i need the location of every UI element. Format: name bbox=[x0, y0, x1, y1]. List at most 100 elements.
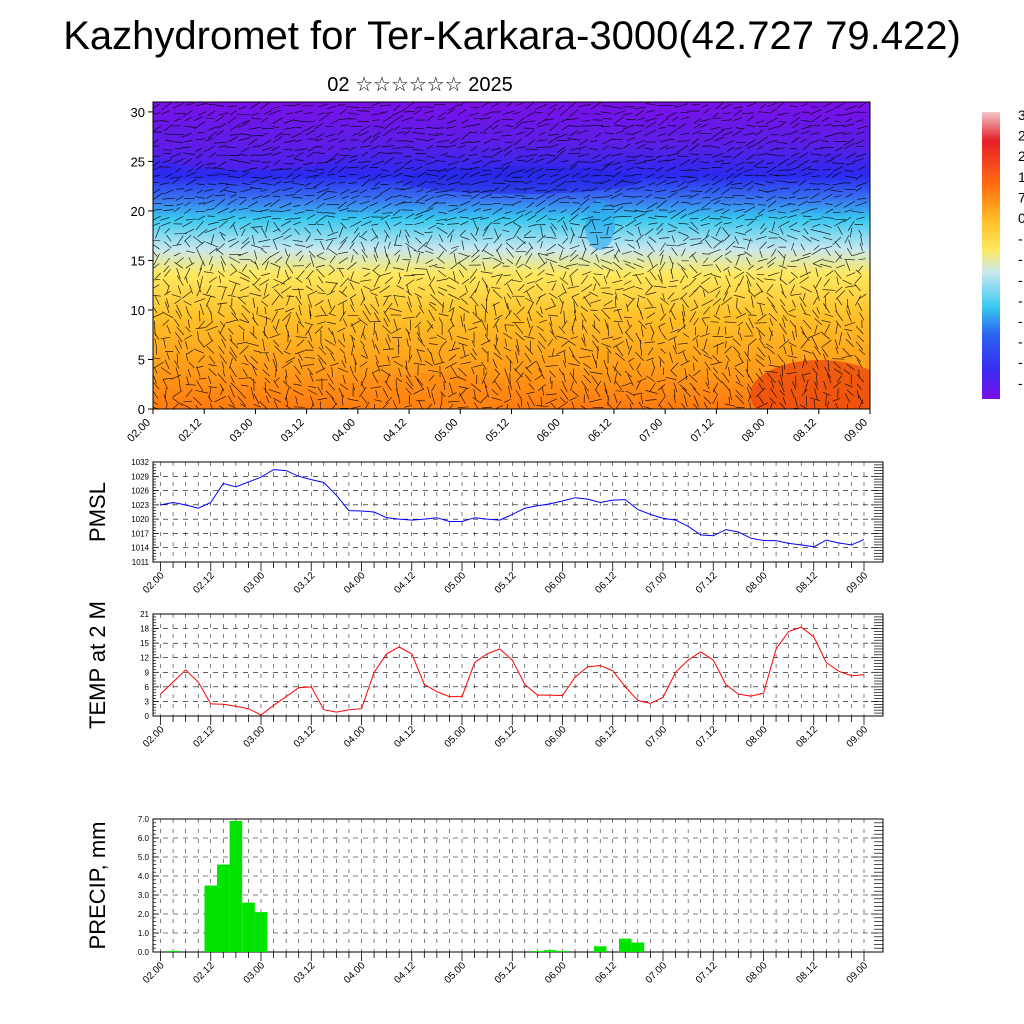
y-tick-label: 20 bbox=[131, 204, 145, 219]
y-tick-label: 0 bbox=[138, 402, 145, 417]
x-tick-label: 02.12 bbox=[191, 960, 217, 986]
x-tick-label: 03.12 bbox=[292, 570, 318, 596]
colorbar-label: - bbox=[1018, 292, 1023, 308]
colorbar-label: 1 bbox=[1018, 169, 1024, 185]
precip-bar bbox=[631, 942, 645, 952]
x-tick-label: 05.00 bbox=[443, 570, 469, 596]
pmsl-panel: 1032 1029 1026 1023 1020 1017 1014 1011 PMSL 02.0… bbox=[85, 458, 884, 596]
x-tick-label: 07.12 bbox=[689, 417, 717, 445]
y-tick-label: 0.0 bbox=[138, 948, 150, 957]
y-tick-label: 3 bbox=[145, 697, 150, 706]
y-tick-label: 15 bbox=[131, 253, 145, 268]
y-tick-label: 18 bbox=[140, 625, 149, 634]
colorbar-label: 2 bbox=[1018, 128, 1024, 144]
x-tick-label: 04.00 bbox=[342, 724, 368, 750]
y-tick-label: 1017 bbox=[131, 529, 149, 538]
x-tick-label: 04.00 bbox=[330, 417, 358, 445]
precip-frame bbox=[152, 818, 884, 953]
y-tick-label: 25 bbox=[131, 154, 145, 169]
x-tick-label: 02.00 bbox=[141, 724, 167, 750]
x-tick-label: 05.00 bbox=[443, 960, 469, 986]
colorbar-label: - bbox=[1018, 251, 1023, 267]
x-tick-label: 04.12 bbox=[392, 570, 418, 596]
y-tick-label: 2.0 bbox=[138, 910, 150, 919]
colorbar-label: - bbox=[1018, 313, 1023, 329]
colorbar-strip bbox=[982, 112, 1000, 399]
colorbar-labels: 3 2 2 1 7 0 - - - - - - - - bbox=[1018, 107, 1024, 391]
x-tick-label: 07.00 bbox=[644, 724, 670, 750]
y-tick-label: 0 bbox=[145, 712, 150, 721]
x-tick-label: 03.00 bbox=[242, 570, 268, 596]
cross-section-x-axis: 02.00 02.12 03.00 03.12 04.00 04.12 05.00 05.12… bbox=[125, 409, 871, 445]
x-tick-label: 05.00 bbox=[432, 417, 460, 445]
precip-bar bbox=[543, 950, 557, 952]
y-tick-label: 12 bbox=[140, 654, 149, 663]
precip-bar bbox=[166, 951, 180, 952]
x-tick-label: 06.12 bbox=[586, 417, 614, 445]
precip-bar bbox=[593, 946, 607, 952]
x-tick-label: 05.12 bbox=[493, 960, 519, 986]
x-tick-label: 09.00 bbox=[845, 570, 871, 596]
y-tick-label: 10 bbox=[131, 303, 145, 318]
y-tick-label: 1023 bbox=[131, 501, 149, 510]
precip-bar bbox=[229, 820, 243, 952]
precip-bar bbox=[204, 885, 218, 952]
x-tick-label: 04.12 bbox=[392, 960, 418, 986]
y-tick-label: 1.0 bbox=[138, 929, 150, 938]
y-axis-title: TEMP at 2 M bbox=[85, 601, 110, 729]
x-tick-label: 03.12 bbox=[292, 724, 318, 750]
x-tick-label: 07.12 bbox=[694, 724, 720, 750]
pmsl-series-line bbox=[160, 469, 865, 548]
x-tick-label: 06.12 bbox=[593, 570, 619, 596]
y-tick-label: 6.0 bbox=[138, 834, 150, 843]
precip-bar bbox=[556, 951, 569, 952]
x-tick-label: 08.00 bbox=[744, 724, 770, 750]
x-tick-label: 02.00 bbox=[141, 960, 167, 986]
x-tick-label: 05.12 bbox=[493, 724, 519, 750]
x-tick-label: 08.12 bbox=[791, 417, 819, 445]
pmsl-frame bbox=[152, 461, 884, 563]
y-tick-label: 1029 bbox=[131, 472, 149, 481]
x-tick-label: 09.00 bbox=[845, 960, 871, 986]
x-tick-label: 07.00 bbox=[637, 417, 665, 445]
x-tick-label: 08.00 bbox=[740, 417, 768, 445]
colorbar-label: 0 bbox=[1018, 210, 1024, 226]
y-tick-label: 6 bbox=[145, 683, 150, 692]
y-tick-label: 1020 bbox=[131, 515, 149, 524]
x-tick-label: 03.00 bbox=[242, 960, 268, 986]
x-tick-label: 02.00 bbox=[141, 570, 167, 596]
y-tick-label: 1011 bbox=[132, 558, 150, 567]
colorbar-label: - bbox=[1018, 334, 1023, 350]
x-tick-label: 02.12 bbox=[191, 724, 217, 750]
x-tick-label: 08.12 bbox=[794, 960, 820, 986]
x-tick-label: 04.12 bbox=[392, 724, 418, 750]
x-tick-label: 08.00 bbox=[744, 960, 770, 986]
x-tick-label: 02.12 bbox=[191, 570, 217, 596]
colorbar-label: 2 bbox=[1018, 148, 1024, 164]
precip-panel: 7.0 6.0 5.0 4.0 3.0 2.0 1.0 0.0 PRECIP, mm 02.00 0… bbox=[85, 815, 884, 986]
x-tick-label: 06.00 bbox=[535, 417, 563, 445]
temp-series-line bbox=[160, 626, 865, 716]
temp-panel: 21 18 15 12 9 6 3 0 TEMP at 2 M 02.00 02.12 03.00 03… bbox=[85, 601, 884, 750]
precip-bar bbox=[242, 902, 255, 952]
x-tick-label: 09.00 bbox=[842, 417, 870, 445]
page-title: Kazhydromet for Ter-Karkara-3000(42.727 … bbox=[63, 14, 961, 58]
cross-section-y-axis: 0 5 10 15 20 25 30 bbox=[131, 105, 153, 417]
y-axis-title: PRECIP, mm bbox=[85, 822, 110, 950]
x-tick-label: 03.12 bbox=[292, 960, 318, 986]
temp-frame bbox=[152, 613, 884, 717]
y-tick-label: 21 bbox=[140, 610, 149, 619]
x-tick-label: 08.12 bbox=[794, 724, 820, 750]
wind-vectors bbox=[153, 102, 868, 409]
x-tick-label: 04.00 bbox=[342, 570, 368, 596]
precip-bar bbox=[531, 951, 544, 952]
colorbar-label: - bbox=[1018, 272, 1023, 288]
y-tick-label: 7.0 bbox=[138, 815, 150, 824]
x-tick-label: 07.12 bbox=[694, 960, 720, 986]
x-tick-label: 05.00 bbox=[443, 724, 469, 750]
precip-bar bbox=[254, 912, 268, 952]
y-axis-title: PMSL bbox=[85, 482, 110, 542]
y-tick-label: 3.0 bbox=[138, 891, 150, 900]
x-tick-label: 06.00 bbox=[543, 724, 569, 750]
